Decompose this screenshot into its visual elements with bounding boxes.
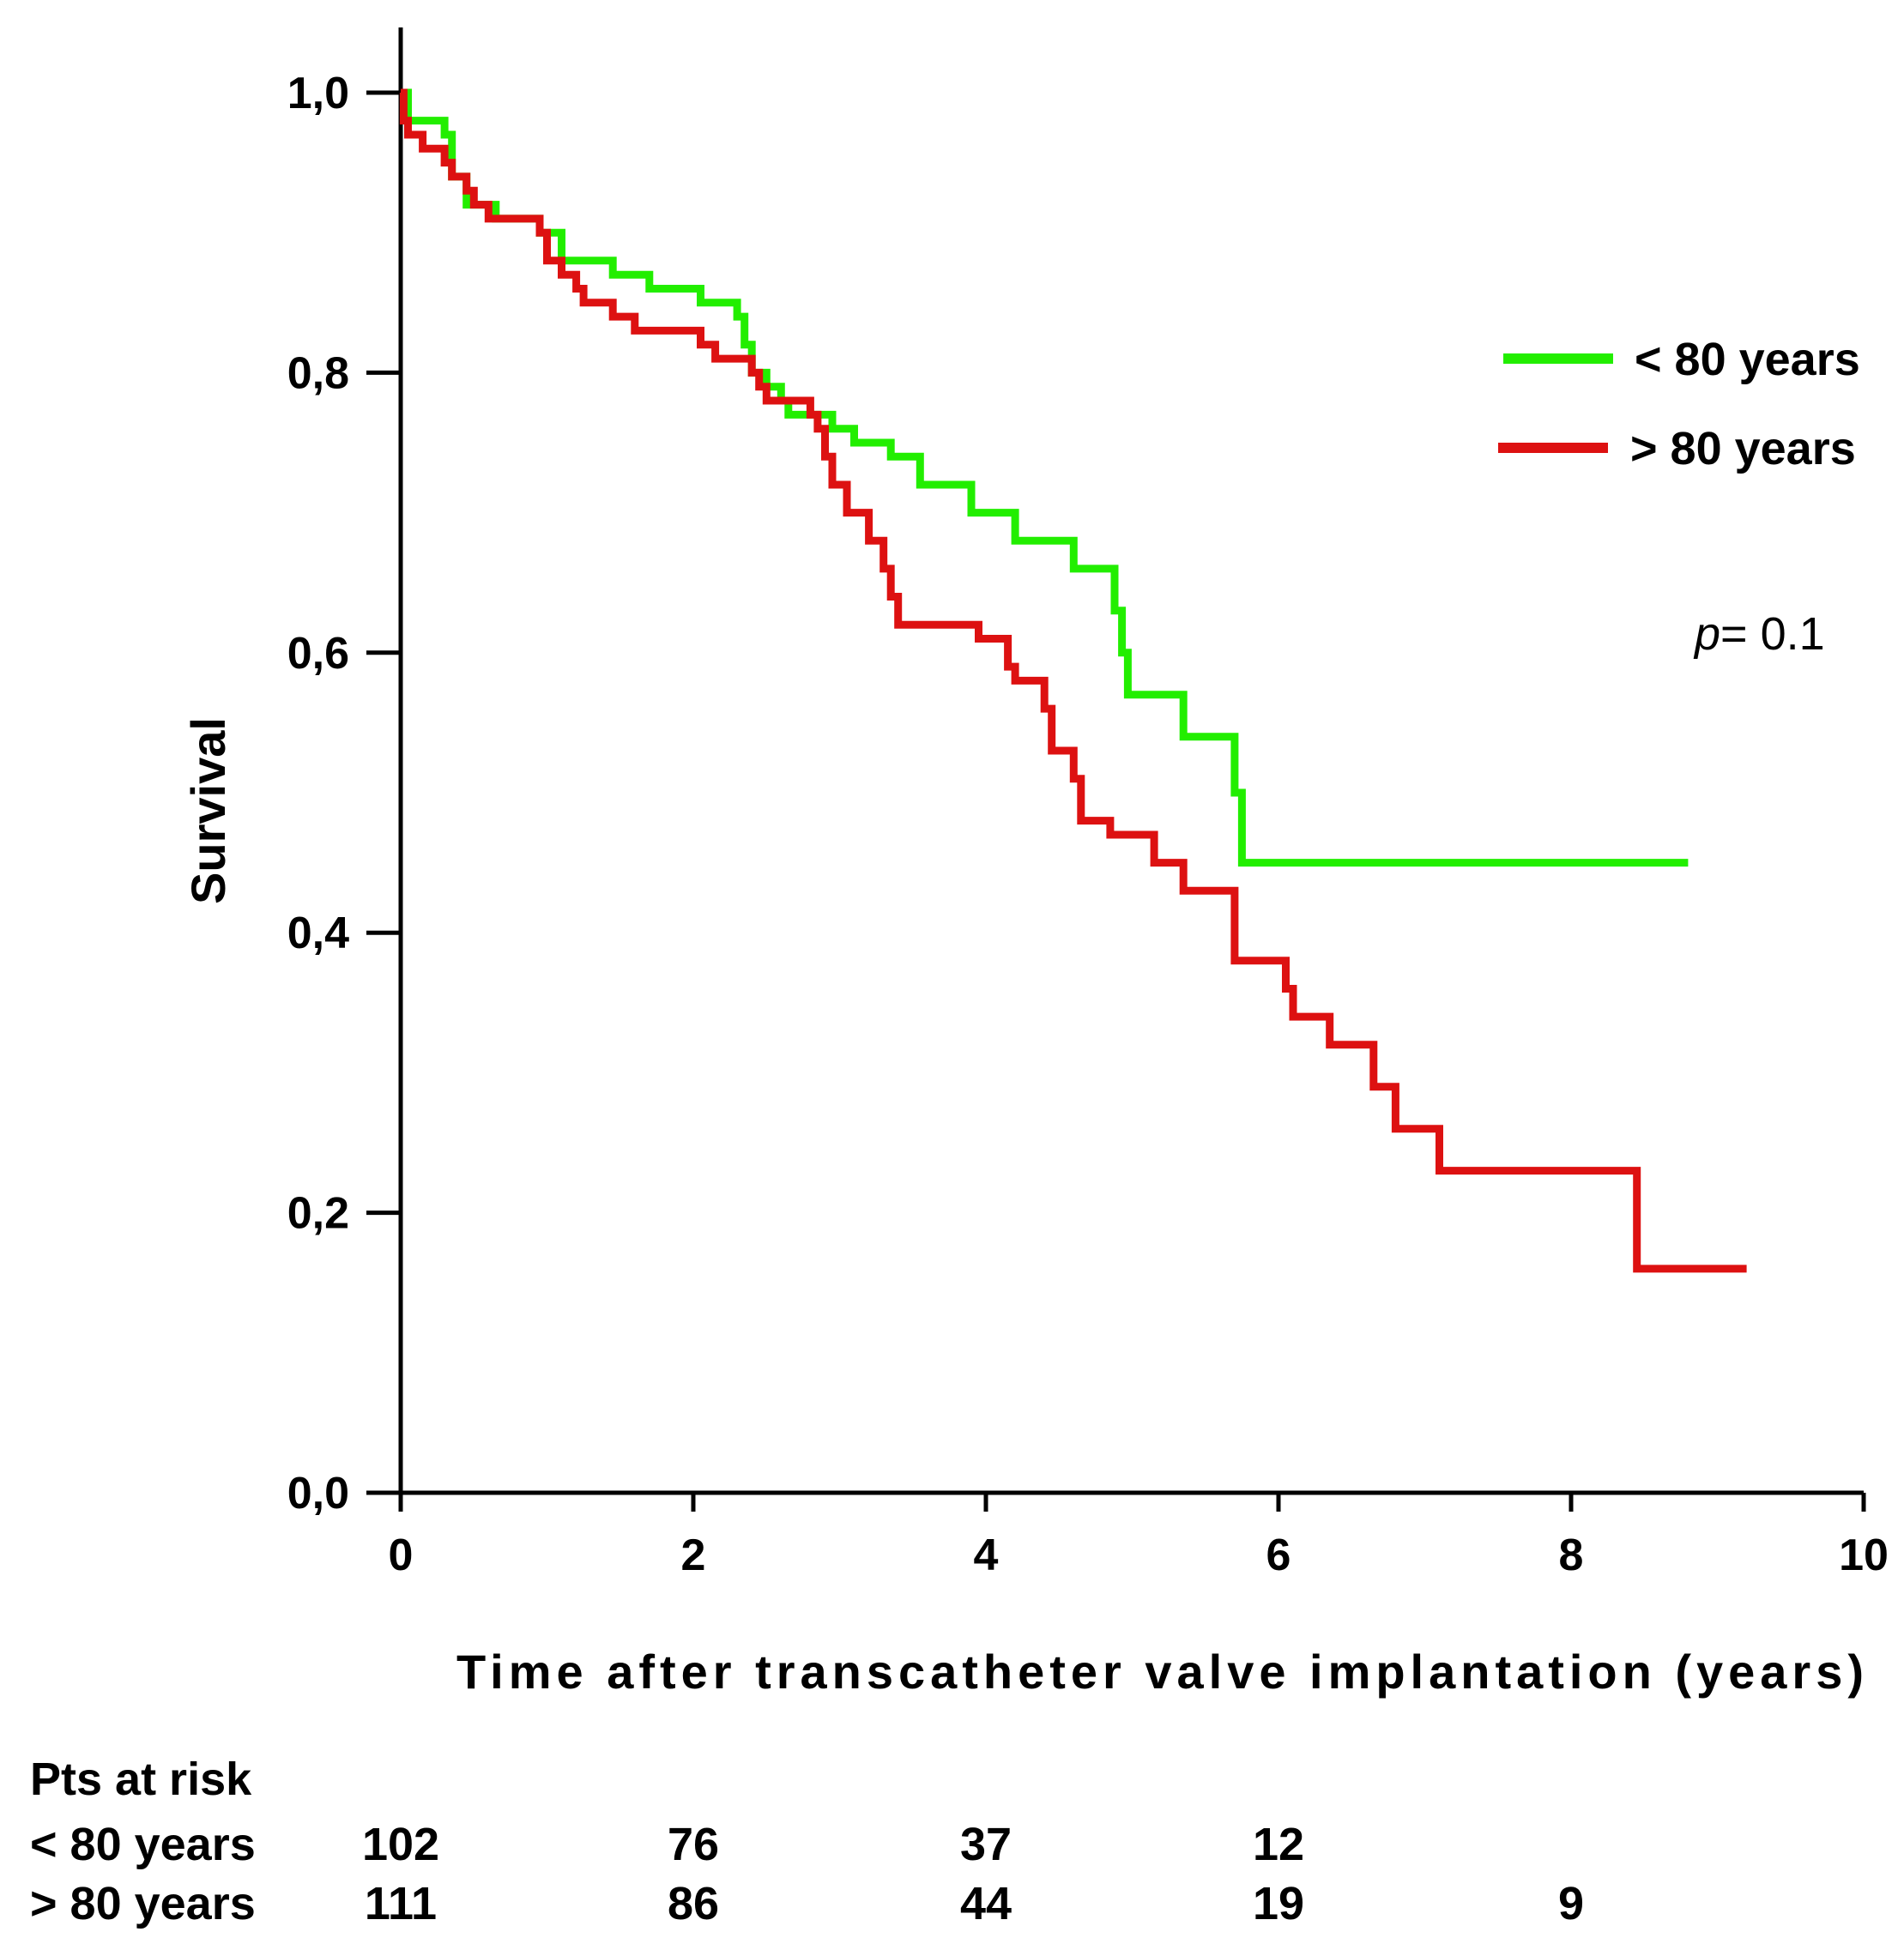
x-tick-label: 8 [1559, 1530, 1584, 1580]
x-axis-ticks: 0 2 4 6 8 10 [389, 1493, 1889, 1580]
y-tick-label: 0,8 [287, 348, 349, 398]
y-tick-label: 0,2 [287, 1189, 349, 1239]
survival-curves [399, 88, 1747, 1273]
x-tick-label: 10 [1839, 1530, 1889, 1580]
x-tick-label: 4 [974, 1530, 999, 1580]
risk-table-values: 102 76 37 12 111 86 44 19 9 [362, 1819, 1584, 1929]
risk-value: 102 [362, 1819, 439, 1870]
legend: < 80 years > 80 years [1498, 334, 1860, 474]
risk-table: Pts at risk < 80 years > 80 years 102 76 3… [30, 1754, 1584, 1929]
y-tick-label: 1,0 [287, 69, 349, 118]
risk-value: 86 [668, 1878, 719, 1929]
risk-value: 44 [960, 1878, 1012, 1929]
x-tick-label: 2 [681, 1530, 706, 1580]
legend-label-over-80: > 80 years [1630, 423, 1856, 474]
x-tick-label: 0 [389, 1530, 414, 1580]
p-value-rest: = 0.1 [1720, 608, 1825, 660]
risk-value: 37 [960, 1819, 1012, 1870]
p-value-annotation: p= 0.1 [1693, 608, 1825, 660]
x-tick-label: 6 [1266, 1530, 1291, 1580]
survival-curve-over-80 [399, 88, 1747, 1273]
p-value-symbol: p [1693, 608, 1720, 660]
risk-value: 9 [1558, 1878, 1584, 1929]
y-tick-label: 0,6 [287, 629, 349, 679]
risk-row-label-under-80: < 80 years [30, 1819, 256, 1870]
axes [398, 27, 1864, 1512]
y-tick-label: 0,4 [287, 909, 349, 958]
legend-label-under-80: < 80 years [1635, 334, 1860, 385]
y-axis-title: Survival [181, 717, 235, 904]
y-axis-ticks: 0,0 0,2 0,4 0,6 0,8 1,0 [287, 69, 401, 1518]
risk-value: 19 [1253, 1878, 1304, 1929]
y-tick-label: 0,0 [287, 1469, 349, 1518]
risk-value: 76 [668, 1819, 719, 1870]
risk-row-label-over-80: > 80 years [30, 1878, 256, 1929]
x-axis-title: Time after transcatheter valve implantat… [456, 1645, 1864, 1699]
risk-value: 12 [1253, 1819, 1304, 1870]
risk-value: 111 [365, 1878, 437, 1929]
risk-table-title: Pts at risk [30, 1754, 252, 1805]
